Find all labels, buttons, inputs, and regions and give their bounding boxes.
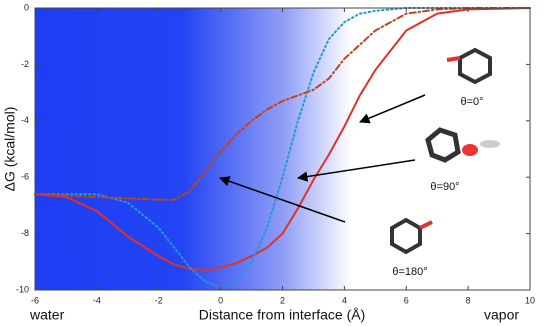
x-axis-title: Distance from interface (Å)	[199, 307, 366, 323]
y-tick-label: 0	[24, 2, 29, 12]
x-tick-label: 2	[280, 295, 285, 305]
line	[34, 7, 531, 272]
molecule-90	[425, 127, 500, 163]
x-tick-label: -2	[155, 295, 163, 305]
y-tick-label: -2	[21, 59, 29, 69]
y-tick-label: -4	[21, 115, 29, 125]
plot-area	[34, 7, 531, 289]
x-tick-label: 6	[404, 295, 409, 305]
arrow	[359, 94, 426, 124]
annotation: water	[29, 307, 65, 323]
annotation: θ=90°	[430, 181, 459, 193]
x-tick-label: 0	[218, 295, 223, 305]
x-tick-label: -6	[31, 295, 39, 305]
arrow	[296, 159, 416, 182]
x-tick-label: 4	[342, 295, 347, 305]
y-tick-label: -8	[21, 228, 29, 238]
plot-background	[35, 8, 530, 290]
molecule-180	[390, 217, 433, 255]
line	[34, 7, 531, 289]
y-tick-label: -10	[16, 284, 29, 294]
annotation: vapor	[484, 307, 519, 323]
x-tick-label: -4	[93, 295, 101, 305]
arrow	[219, 176, 346, 223]
y-tick-label: -6	[21, 172, 29, 182]
annotation: θ=180°	[392, 266, 427, 278]
x-tick-label: 8	[466, 295, 471, 305]
molecule-0	[446, 47, 492, 85]
annotation: θ=0°	[460, 96, 483, 108]
x-tick-label: 10	[525, 295, 535, 305]
line	[34, 7, 531, 201]
y-axis-title: ΔG (kcal/mol)	[2, 107, 18, 192]
